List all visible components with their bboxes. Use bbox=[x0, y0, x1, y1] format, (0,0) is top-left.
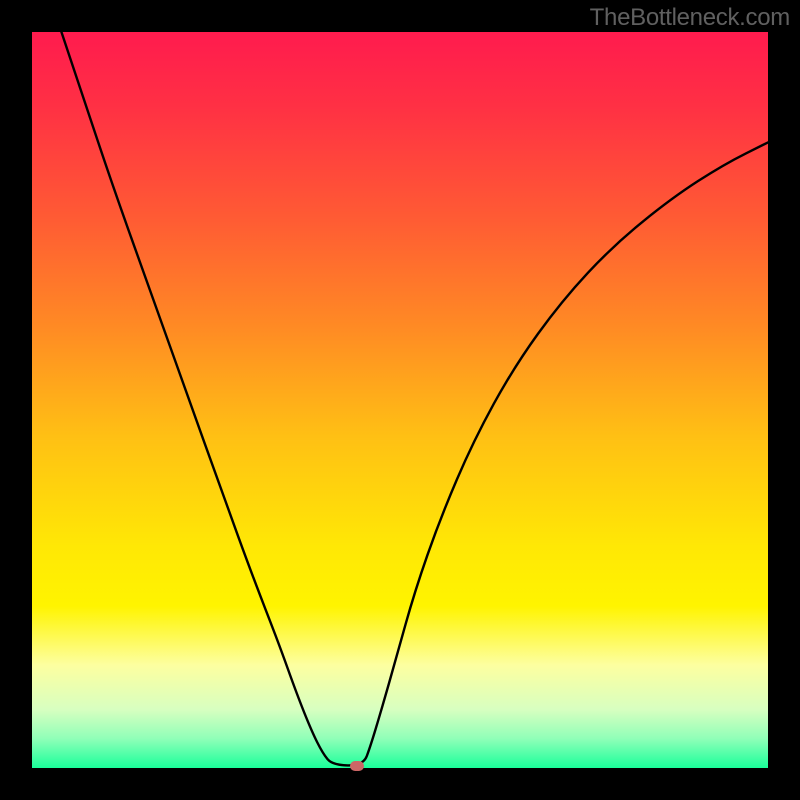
chart-container: TheBottleneck.com bbox=[0, 0, 800, 800]
chart-svg bbox=[0, 0, 800, 800]
chart-plot-area bbox=[32, 32, 768, 768]
watermark-text: TheBottleneck.com bbox=[590, 4, 790, 32]
bottleneck-marker bbox=[350, 761, 364, 771]
